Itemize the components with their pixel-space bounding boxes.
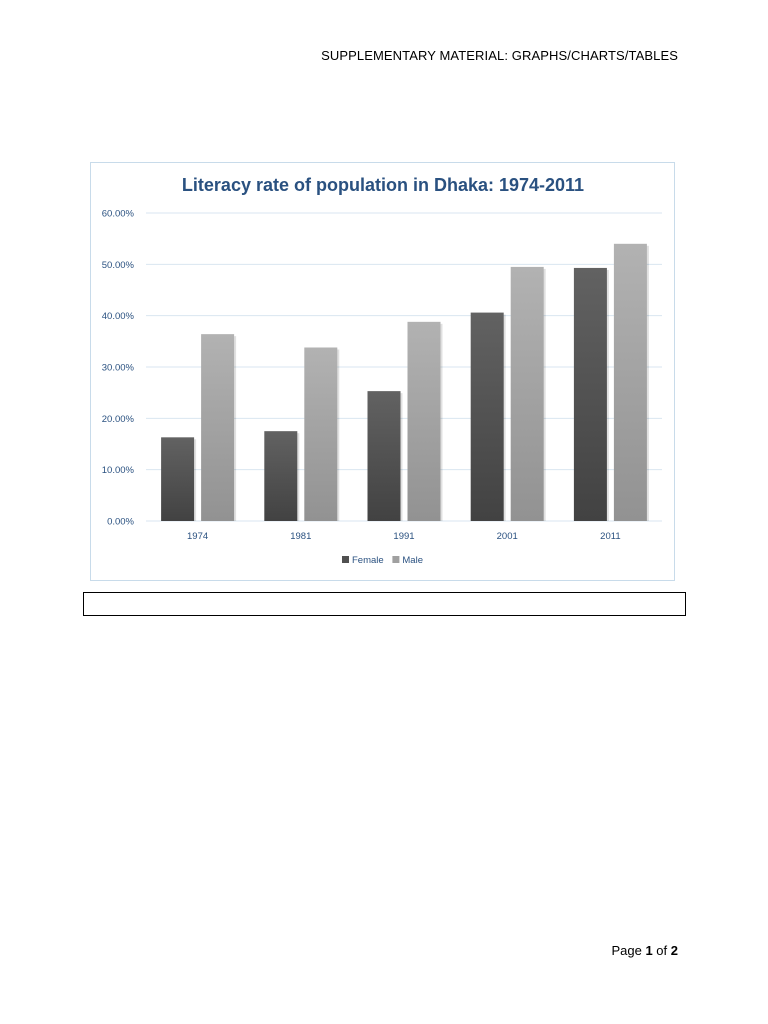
- legend-swatch-male: [392, 556, 400, 563]
- page-footer: Page 1 of 2: [611, 943, 678, 958]
- page-header: SUPPLEMENTARY MATERIAL: GRAPHS/CHARTS/TA…: [321, 48, 678, 63]
- y-tick-label: 20.00%: [102, 414, 135, 425]
- caption-box: [83, 592, 686, 616]
- chart-title: Literacy rate of population in Dhaka: 19…: [182, 175, 584, 195]
- bars-layer: [161, 243, 649, 522]
- legend-label-female: Female: [352, 555, 384, 566]
- bar-female-1981: [264, 431, 298, 521]
- bar-male-2001: [510, 266, 544, 521]
- bar-female-1991: [367, 391, 401, 521]
- of-word: of: [656, 943, 668, 958]
- x-tick-label-1981: 1981: [290, 531, 311, 542]
- y-axis-ticks: 0.00% 10.00% 20.00% 30.00% 40.00% 50.00% 60.00…: [102, 209, 135, 528]
- total-page-number: 2: [670, 943, 678, 958]
- bar-female-2011: [573, 267, 607, 521]
- bar-male-1991: [407, 321, 441, 521]
- y-tick-label: 0.00%: [107, 517, 134, 528]
- y-tick-label: 10.00%: [102, 465, 135, 476]
- legend: Female Male: [342, 555, 423, 566]
- y-tick-label: 30.00%: [102, 363, 135, 374]
- bar-male-2011: [613, 243, 647, 522]
- x-tick-label-2001: 2001: [497, 531, 518, 542]
- legend-swatch-female: [342, 556, 349, 563]
- y-tick-label: 60.00%: [102, 209, 135, 220]
- x-tick-label-2011: 2011: [600, 531, 620, 542]
- current-page-number: 1: [645, 943, 653, 958]
- bar-female-2001: [470, 312, 504, 521]
- bar-male-1981: [304, 347, 338, 521]
- x-tick-label-1991: 1991: [393, 531, 414, 542]
- x-axis-ticks: 1974 1981 1991 2001 2011: [187, 531, 621, 542]
- chart-frame: Literacy rate of population in Dhaka: 19…: [90, 162, 675, 581]
- y-tick-label: 50.00%: [102, 260, 135, 271]
- legend-label-male: Male: [402, 555, 423, 566]
- x-tick-label-1974: 1974: [187, 531, 208, 542]
- page-word: Page: [611, 943, 642, 958]
- bar-male-1974: [201, 334, 235, 521]
- bar-female-1974: [161, 437, 195, 521]
- y-tick-label: 40.00%: [102, 311, 135, 322]
- bar-chart: Literacy rate of population in Dhaka: 19…: [102, 175, 662, 566]
